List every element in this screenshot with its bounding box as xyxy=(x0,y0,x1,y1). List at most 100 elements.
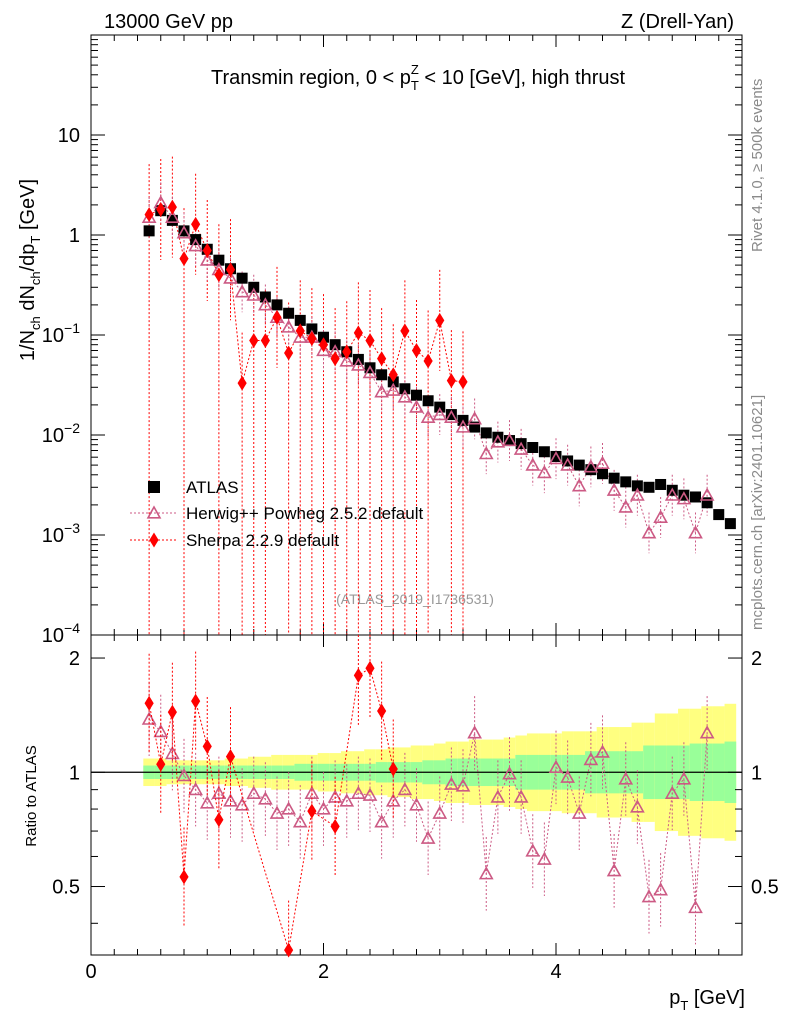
sherpa-point xyxy=(388,367,398,383)
sherpa-point xyxy=(377,351,387,367)
atlas-point xyxy=(573,459,585,471)
ratio-tick-label-right: 0.5 xyxy=(751,877,779,899)
herwig-ratio-point xyxy=(199,795,215,809)
sherpa-ratio-point xyxy=(307,803,317,819)
ratio-tick-label-left: 1 xyxy=(69,762,80,784)
atlas-point xyxy=(724,518,736,530)
herwig-ratio-point xyxy=(688,899,703,914)
atlas-point xyxy=(248,281,260,293)
atlas-point xyxy=(236,272,248,284)
herwig-point xyxy=(385,382,401,396)
herwig-point xyxy=(281,319,296,333)
herwig-ratio-point xyxy=(397,781,413,796)
sherpa-point xyxy=(284,345,294,361)
herwig-ratio-point xyxy=(653,882,668,896)
herwig-point xyxy=(176,225,192,239)
herwig-ratio-point xyxy=(281,801,296,815)
atlas-point xyxy=(143,225,155,237)
sherpa-point xyxy=(167,199,177,215)
sherpa-point xyxy=(318,337,329,353)
herwig-ratio-point xyxy=(188,781,203,796)
herwig-point xyxy=(595,455,610,469)
sherpa-point xyxy=(179,251,189,267)
sherpa-point xyxy=(156,202,166,217)
main-plot: 10−4 10−3 10−2 10−1 1 10 xyxy=(42,34,743,955)
sherpa-point xyxy=(435,312,445,328)
ratio-y-label: Ratio to ATLAS xyxy=(23,745,40,846)
sherpa-ratio-point xyxy=(284,942,294,958)
herwig-point xyxy=(246,287,262,301)
herwig-ratio-point xyxy=(490,789,506,803)
herwig-point xyxy=(525,457,541,471)
herwig-point xyxy=(188,238,203,252)
sherpa-point xyxy=(260,333,270,349)
herwig-ratio-point xyxy=(502,766,517,780)
legend-label: ATLAS xyxy=(186,478,239,497)
herwig-ratio-point xyxy=(269,805,285,819)
herwig-ratio-point xyxy=(525,843,541,857)
sherpa-point xyxy=(272,309,282,325)
herwig-point xyxy=(351,357,366,371)
sherpa-point xyxy=(295,323,305,339)
atlas-point xyxy=(690,491,701,503)
herwig-ratio-point xyxy=(548,759,564,774)
herwig-point xyxy=(583,459,599,473)
herwig-ratio-point xyxy=(664,785,680,799)
legend-label: Sherpa 2.2.9 default xyxy=(186,531,339,550)
herwig-ratio-point xyxy=(141,711,157,725)
sherpa-ratio-point xyxy=(156,756,166,772)
sherpa-point xyxy=(400,323,410,339)
atlas-point xyxy=(655,478,667,490)
herwig-point xyxy=(490,434,506,448)
sherpa-ratio-line xyxy=(148,667,394,951)
herwig-point xyxy=(397,389,413,403)
atlas-point xyxy=(306,323,318,335)
herwig-point xyxy=(560,457,575,471)
atlas-point xyxy=(713,509,725,521)
atlas-point xyxy=(445,409,457,421)
herwig-point xyxy=(641,525,657,539)
sherpa-point xyxy=(307,331,317,347)
atlas-point xyxy=(527,441,539,453)
y-tick-label: 10−2 xyxy=(42,420,80,447)
atlas-point xyxy=(294,314,306,326)
analysis-tag: (ATLAS_2019_I1736531) xyxy=(336,591,494,607)
legend-herwig-marker xyxy=(146,505,162,519)
atlas-point xyxy=(376,369,388,381)
herwig-ratio-point xyxy=(385,793,401,807)
herwig-point xyxy=(478,446,494,460)
herwig-point xyxy=(467,411,482,425)
legend-sherpa-marker xyxy=(149,532,159,548)
herwig-ratio-point xyxy=(420,830,436,844)
herwig-ratio-point xyxy=(316,801,331,815)
atlas-point xyxy=(678,489,690,501)
sherpa-ratio-point xyxy=(377,703,387,719)
herwig-point xyxy=(165,209,180,223)
sherpa-ratio-point xyxy=(330,818,340,834)
atlas-point xyxy=(166,214,178,226)
ratio-tick-label-right: 1 xyxy=(751,762,762,784)
header-right: Z (Drell-Yan) xyxy=(621,11,734,33)
atlas-point xyxy=(562,455,574,467)
x-axis-label: pT [GeV] xyxy=(669,987,745,1013)
herwig-point xyxy=(199,252,215,266)
herwig-point xyxy=(409,399,424,413)
herwig-ratio-point xyxy=(258,791,273,805)
atlas-point xyxy=(597,468,608,480)
herwig-point xyxy=(513,441,529,455)
herwig-ratio-line xyxy=(148,718,708,908)
legend-atlas-marker xyxy=(148,481,160,493)
sherpa-line xyxy=(148,206,464,384)
herwig-point xyxy=(420,409,436,423)
herwig-ratio-point xyxy=(223,793,238,807)
herwig-point xyxy=(699,487,715,501)
herwig-ratio-point xyxy=(455,778,471,792)
sherpa-point xyxy=(330,351,340,367)
herwig-ratio-point xyxy=(537,851,552,865)
ratio-frame xyxy=(90,634,743,956)
sherpa-point xyxy=(225,262,236,278)
herwig-ratio-point xyxy=(234,797,250,811)
atlas-point xyxy=(213,254,225,266)
mcplots-label: mcplots.cern.ch [arXiv:2401.10621] xyxy=(749,395,766,630)
ratio-tick-label-left: 0.5 xyxy=(52,877,80,899)
